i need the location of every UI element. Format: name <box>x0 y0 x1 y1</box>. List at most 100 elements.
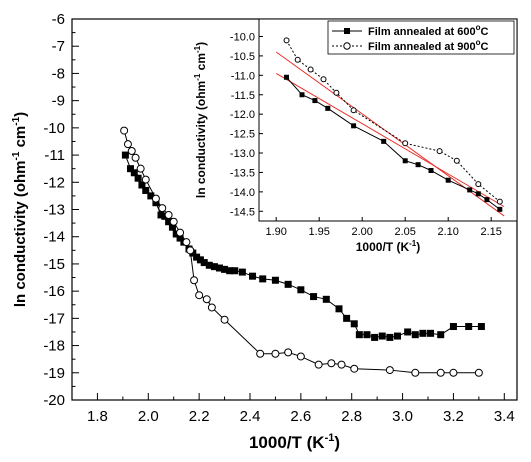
data-point-circle <box>320 76 327 83</box>
data-point-circle <box>131 153 140 162</box>
data-point-square <box>335 305 343 313</box>
x-tick-label: 2.15 <box>480 226 501 238</box>
y-tick-label: -13 <box>43 202 65 219</box>
x-tick-label: 3.0 <box>392 408 413 425</box>
data-point-square <box>415 162 421 168</box>
main-series <box>120 126 485 377</box>
data-point-square <box>249 272 257 280</box>
data-point-square <box>386 333 394 341</box>
data-point-circle <box>176 228 185 237</box>
data-point-circle <box>190 276 199 285</box>
data-point-circle <box>496 198 503 205</box>
x-tick-label: 2.10 <box>437 226 458 238</box>
data-point-square <box>402 158 408 164</box>
data-point-square <box>215 264 223 272</box>
data-point-square <box>404 328 412 336</box>
data-point-circle <box>449 368 458 377</box>
data-point-square <box>205 261 213 269</box>
data-point-square <box>142 186 150 194</box>
data-point-circle <box>314 360 323 369</box>
data-point-square <box>381 138 387 144</box>
data-point-square <box>325 105 331 111</box>
data-point-square <box>176 234 184 242</box>
data-point-square <box>138 181 146 189</box>
x-tick-label: 2.0 <box>138 408 159 425</box>
data-point-circle <box>474 368 483 377</box>
legend-entry-600: Film annealed at 600oC <box>332 23 489 38</box>
x-tick-label: 2.05 <box>394 226 415 238</box>
y-tick-label: -13.5 <box>230 167 255 179</box>
y-tick-label: -17 <box>43 310 65 327</box>
data-point-square <box>428 168 434 173</box>
data-point-square <box>378 332 386 340</box>
y-tick-label: -19 <box>43 365 65 382</box>
data-point-square <box>130 169 138 177</box>
y-tick-label: -11.5 <box>231 90 255 102</box>
main-y-axis-label: ln conductivity (ohm-1 cm-1) <box>11 112 29 307</box>
y-tick-label: -11 <box>44 147 65 164</box>
main-x-axis-label: 1000/T (K-1) <box>249 432 340 452</box>
data-point-circle <box>333 89 340 96</box>
data-point-square <box>350 320 358 328</box>
data-point-circle <box>207 303 216 312</box>
data-point-circle <box>411 368 420 377</box>
y-tick-label: -15 <box>43 256 65 273</box>
data-point-circle <box>220 315 229 324</box>
data-point-square <box>310 293 318 301</box>
data-point-square <box>445 177 451 183</box>
data-point-circle <box>141 175 150 184</box>
data-point-square <box>200 259 208 267</box>
data-point-circle <box>195 291 204 300</box>
data-point-circle <box>307 66 314 73</box>
y-tick-label: -12 <box>43 174 65 191</box>
data-point-square <box>497 206 503 212</box>
inset-legend: Film annealed at 600oC Film annealed at … <box>327 20 515 55</box>
data-point-square <box>226 267 234 275</box>
data-point-square <box>238 268 246 276</box>
x-tick-label: 1.8 <box>87 408 108 425</box>
data-point-square <box>210 263 218 271</box>
data-point-square <box>284 74 290 80</box>
data-point-square <box>168 223 176 231</box>
data-point-square <box>121 151 129 159</box>
y-tick-label: -16 <box>43 283 65 300</box>
data-point-circle <box>436 368 445 377</box>
inset-series <box>283 37 503 212</box>
data-point-square <box>165 218 173 226</box>
data-point-square <box>465 323 473 331</box>
data-point-circle <box>202 295 211 304</box>
data-point-circle <box>337 360 346 369</box>
data-point-square <box>152 199 160 207</box>
data-point-square <box>427 329 435 337</box>
data-point-circle <box>294 56 301 63</box>
data-point-circle <box>164 210 173 219</box>
y-tick-label: -9 <box>52 93 65 110</box>
x-tick-label: 3.4 <box>494 408 515 425</box>
data-point-circle <box>296 352 305 361</box>
data-point-circle <box>402 140 409 147</box>
y-tick-label: -20 <box>43 392 65 409</box>
data-point-circle <box>327 359 336 368</box>
data-point-circle <box>123 140 132 149</box>
data-point-square <box>157 211 165 219</box>
data-point-square <box>126 165 134 173</box>
data-point-circle <box>283 37 290 44</box>
data-point-square <box>477 323 485 331</box>
y-tick-label: -11.0 <box>231 70 255 82</box>
x-tick-label: 2.4 <box>240 408 261 425</box>
y-tick-label: -8 <box>52 65 65 82</box>
data-point-circle <box>120 126 129 135</box>
data-point-square <box>221 265 229 273</box>
legend-entry-900: Film annealed at 900oC <box>332 38 489 53</box>
data-point-square <box>134 174 142 182</box>
y-tick-label: -18 <box>43 338 65 355</box>
x-tick-label: 2.6 <box>290 408 311 425</box>
legend-label-600: Film annealed at 600oC <box>368 23 489 38</box>
data-point-circle <box>350 107 357 114</box>
data-point-square <box>371 333 379 341</box>
data-point-square <box>193 253 201 261</box>
x-tick-label: 1.95 <box>308 226 329 238</box>
main-chart: 1.8 2.0 2.2 2.4 2.6 2.8 3.0 3.2 3.4 -6 -7 -8 -9 -10 -1… <box>11 11 518 452</box>
y-tick-label: -14.0 <box>230 187 255 199</box>
